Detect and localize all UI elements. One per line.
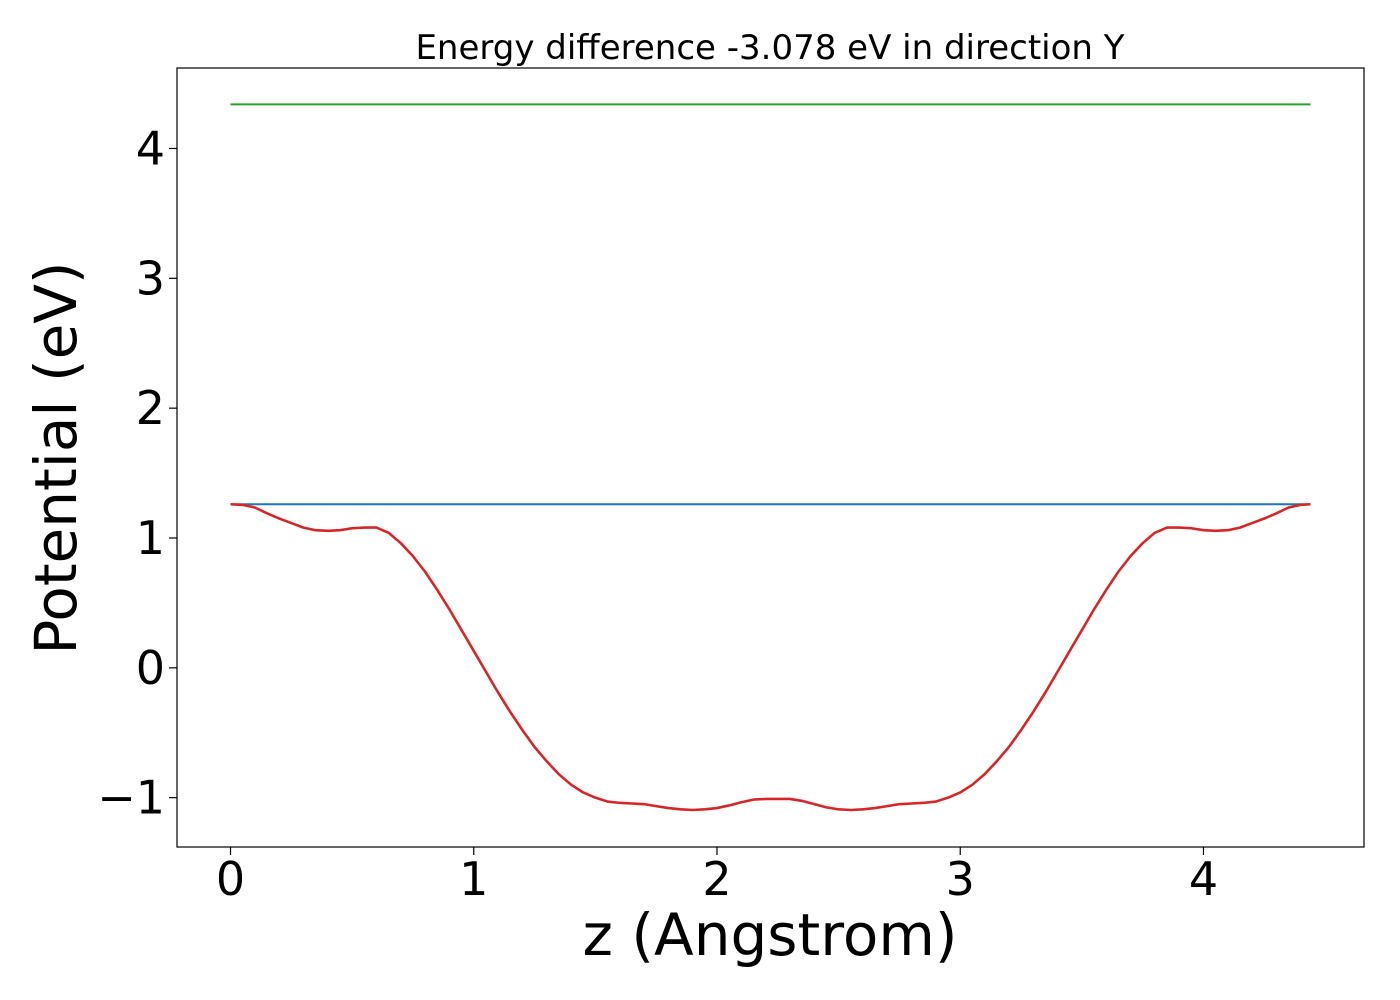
y-tick-label: 4 [136,121,165,175]
y-tick-label: 2 [136,381,165,435]
y-tick-label: 1 [136,511,165,565]
x-tick-label: 1 [459,852,488,906]
series-layer [230,103,1311,812]
y-tick-label: 0 [136,641,165,695]
ticks-layer: 0 1 2 3 4 −1 0 1 2 3 4 [97,121,1218,906]
series-line-2 [230,502,1311,812]
y-axis-label: Potential (eV) [22,261,90,654]
x-tick-label: 4 [1189,852,1218,906]
x-axis-label: z (Angstrom) [583,901,958,969]
chart-title: Energy difference -3.078 eV in direction… [415,28,1124,68]
x-tick-label: 3 [946,852,975,906]
y-tick-label: 3 [136,251,165,305]
y-tick-label: −1 [97,771,165,825]
x-tick-label: 2 [702,852,731,906]
plot-frame [176,67,1365,848]
x-tick-label: 0 [216,852,245,906]
